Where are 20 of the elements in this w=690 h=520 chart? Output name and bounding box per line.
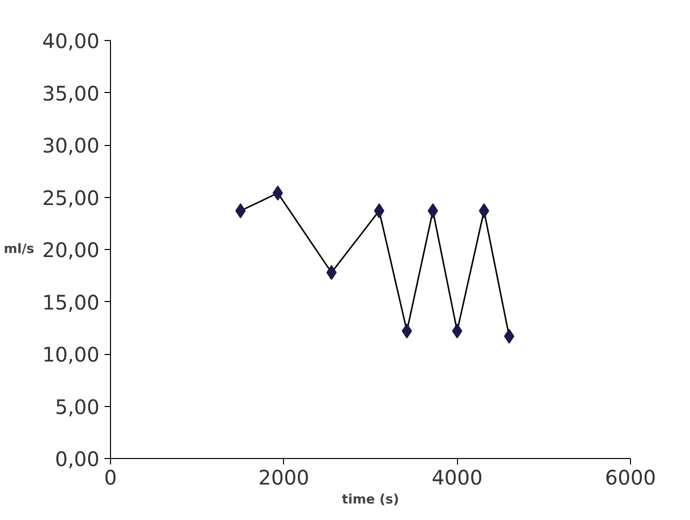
y-tick-label: 20,00: [42, 238, 100, 262]
y-tick-label: 35,00: [42, 81, 100, 106]
y-tick-label: 25,00: [42, 186, 100, 210]
point: [402, 324, 412, 339]
point: [428, 203, 438, 218]
y-tick-label: 15,00: [42, 290, 100, 314]
x-tick-label: 2000: [258, 466, 310, 490]
y-tick-label: 5,00: [54, 394, 100, 419]
x-axis-title: time (s): [342, 492, 400, 508]
x-tick-label: 0: [104, 466, 117, 490]
y-tick-label: 0,00: [54, 447, 100, 471]
x-tick-label: 6000: [605, 466, 656, 490]
point: [478, 203, 490, 218]
y-axis-title: ml/s: [4, 242, 35, 257]
x-tick-label: 4000: [432, 466, 483, 490]
point: [326, 264, 337, 280]
y-tick-label: 10,00: [42, 342, 100, 366]
point: [235, 203, 246, 218]
y-tick-label: 30,00: [42, 134, 100, 158]
y-tick-label: 40,00: [42, 29, 100, 53]
